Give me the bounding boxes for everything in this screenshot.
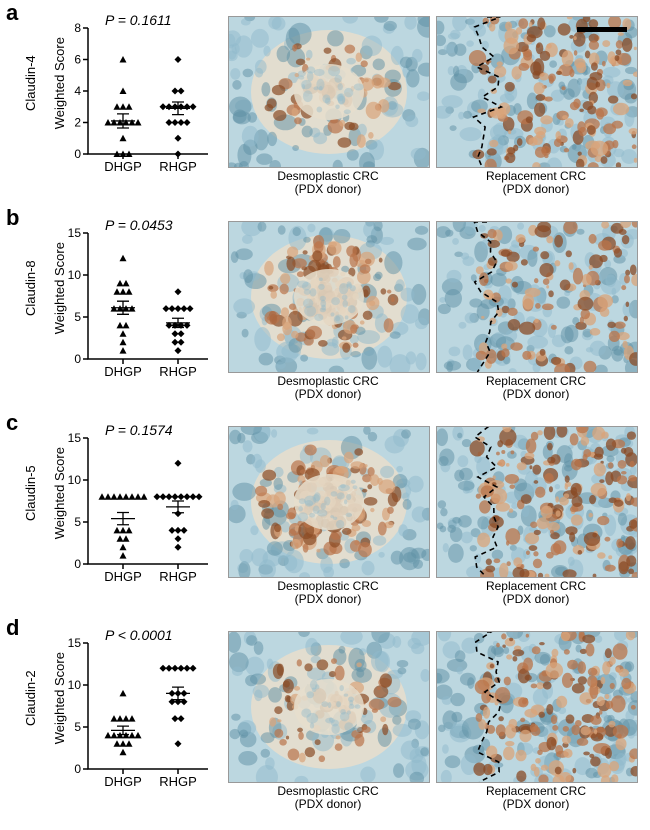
cap-d-l-sub: (PDX donor)	[295, 797, 362, 811]
svg-text:DHGP: DHGP	[104, 569, 142, 584]
svg-text:DHGP: DHGP	[104, 159, 142, 174]
svg-text:0: 0	[74, 352, 81, 366]
cap-a-r-sub: (PDX donor)	[503, 182, 570, 196]
svg-text:5: 5	[74, 310, 81, 324]
cap-b-l-sub: (PDX donor)	[295, 387, 362, 401]
svg-text:5: 5	[74, 515, 81, 529]
cap-b-l-title: Desmoplastic CRC	[277, 374, 378, 388]
svg-text:DHGP: DHGP	[104, 774, 142, 789]
ylabel-b-l1: Claudin-8	[23, 260, 38, 316]
micrograph-b-desmoplastic	[228, 221, 430, 373]
svg-text:DHGP: DHGP	[104, 364, 142, 379]
panel-c: c Claudin-5 Weighted Score 051015DHGPRHG…	[0, 410, 650, 615]
caption-a-left: Desmoplastic CRC (PDX donor)	[228, 170, 428, 196]
cap-b-r-title: Replacement CRC	[486, 374, 586, 388]
cap-c-r-title: Replacement CRC	[486, 579, 586, 593]
caption-c-right: Replacement CRC (PDX donor)	[436, 580, 636, 606]
scalebar-icon	[577, 27, 627, 32]
cap-a-l-sub: (PDX donor)	[295, 182, 362, 196]
svg-text:RHGP: RHGP	[159, 774, 197, 789]
ylabel-b: Claudin-8 Weighted Score	[10, 219, 50, 379]
ylabel-d: Claudin-2 Weighted Score	[10, 629, 50, 789]
cap-d-r-sub: (PDX donor)	[503, 797, 570, 811]
micrograph-d-desmoplastic	[228, 631, 430, 783]
svg-text:RHGP: RHGP	[159, 159, 197, 174]
micrograph-d-replacement	[436, 631, 638, 783]
panel-d: d Claudin-2 Weighted Score 051015DHGPRHG…	[0, 615, 650, 820]
svg-text:RHGP: RHGP	[159, 569, 197, 584]
cap-d-r-title: Replacement CRC	[486, 784, 586, 798]
caption-c-left: Desmoplastic CRC (PDX donor)	[228, 580, 428, 606]
figure-container: a Claudin-4 Weighted Score 02468DHGPRHGP…	[0, 0, 650, 830]
micrograph-c-desmoplastic	[228, 426, 430, 578]
svg-text:15: 15	[68, 636, 82, 650]
pvalue-c: P = 0.1574	[105, 422, 173, 438]
cap-c-r-sub: (PDX donor)	[503, 592, 570, 606]
pvalue-b: P = 0.0453	[105, 217, 173, 233]
svg-text:0: 0	[74, 557, 81, 571]
cap-a-r-title: Replacement CRC	[486, 169, 586, 183]
pvalue-d: P < 0.0001	[105, 627, 173, 643]
micrograph-c-replacement	[436, 426, 638, 578]
svg-text:10: 10	[68, 268, 82, 282]
svg-text:15: 15	[68, 226, 82, 240]
svg-text:10: 10	[68, 678, 82, 692]
pvalue-a: P = 0.1611	[105, 12, 172, 28]
micrograph-b-replacement	[436, 221, 638, 373]
chart-d: 0 5 10 15 DHGP RHGP P < 0.0001	[60, 629, 210, 789]
caption-d-left: Desmoplastic CRC (PDX donor)	[228, 785, 428, 811]
caption-a-right: Replacement CRC (PDX donor)	[436, 170, 636, 196]
ylabel-c: Claudin-5 Weighted Score	[10, 424, 50, 584]
cap-d-l-title: Desmoplastic CRC	[277, 784, 378, 798]
svg-text:5: 5	[74, 720, 81, 734]
svg-text:4: 4	[74, 84, 81, 98]
svg-text:10: 10	[68, 473, 82, 487]
cap-a-l-title: Desmoplastic CRC	[277, 169, 378, 183]
caption-b-right: Replacement CRC (PDX donor)	[436, 375, 636, 401]
ylabel-a-l1: Claudin-4	[23, 55, 38, 111]
ylabel-a: Claudin-4 Weighted Score	[10, 14, 50, 174]
caption-b-left: Desmoplastic CRC (PDX donor)	[228, 375, 428, 401]
micrograph-a-replacement	[436, 16, 638, 168]
caption-d-right: Replacement CRC (PDX donor)	[436, 785, 636, 811]
panel-b: b Claudin-8 Weighted Score 051015DHGPRHG…	[0, 205, 650, 410]
chart-a: 0 2 4 6 8 DHGP RHGP P = 0.1611	[60, 14, 210, 174]
svg-text:RHGP: RHGP	[159, 364, 197, 379]
panel-a: a Claudin-4 Weighted Score 02468DHGPRHGP…	[0, 0, 650, 205]
svg-text:0: 0	[74, 762, 81, 776]
micrograph-a-desmoplastic	[228, 16, 430, 168]
cap-c-l-sub: (PDX donor)	[295, 592, 362, 606]
ylabel-c-l1: Claudin-5	[23, 465, 38, 521]
ylabel-d-l1: Claudin-2	[23, 670, 38, 726]
svg-text:15: 15	[68, 431, 82, 445]
cap-c-l-title: Desmoplastic CRC	[277, 579, 378, 593]
svg-text:2: 2	[74, 116, 81, 130]
chart-c: 0 5 10 15 DHGP RHGP P = 0.1574	[60, 424, 210, 584]
svg-text:6: 6	[74, 53, 81, 67]
chart-b: 0 5 10 15 DHGP RHGP P = 0.0453	[60, 219, 210, 379]
svg-text:8: 8	[74, 21, 81, 35]
cap-b-r-sub: (PDX donor)	[503, 387, 570, 401]
svg-text:0: 0	[74, 147, 81, 161]
